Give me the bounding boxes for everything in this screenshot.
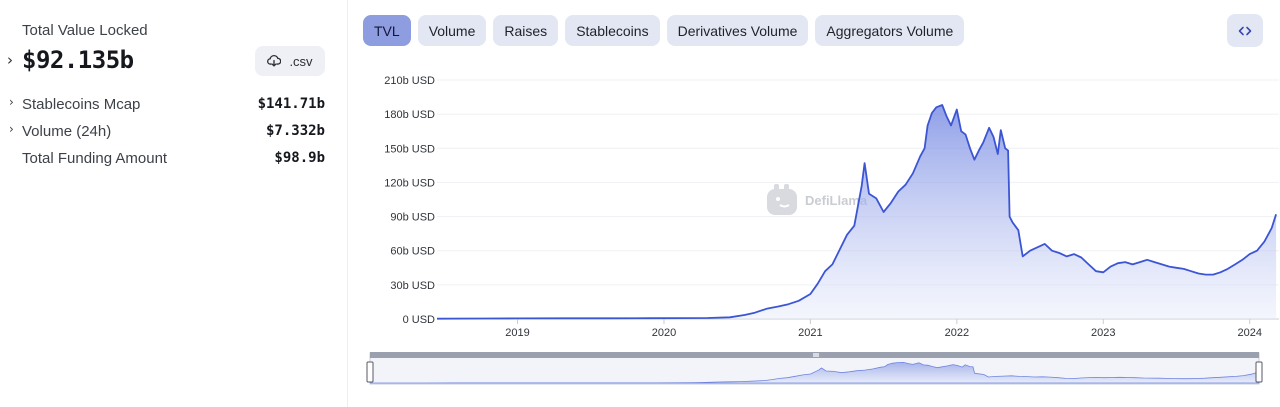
summary-panel: Total Value Locked › $92.135b .csv › Sta… — [0, 0, 348, 407]
tvl-line — [436, 104, 1277, 320]
stat-value: $7.332b — [265, 123, 325, 139]
funding-amount-row: Total Funding Amount $98.9b — [0, 148, 348, 170]
y-tick-label: 60b USD — [390, 246, 435, 258]
embed-code-button[interactable] — [1227, 14, 1263, 47]
stablecoins-mcap-row[interactable]: › Stablecoins Mcap $141.71b — [0, 94, 348, 116]
tab-tvl[interactable]: TVL — [363, 15, 411, 46]
zoom-slider[interactable] — [366, 352, 1263, 385]
watermark-text: DefiLlama — [805, 192, 868, 208]
x-axis-labels: 2019 2020 2021 2022 2023 2024 — [505, 319, 1262, 339]
x-tick-label: 2024 — [1237, 327, 1261, 339]
y-tick-label: 180b USD — [384, 109, 435, 121]
code-icon — [1238, 26, 1252, 35]
stat-label: Volume (24h) — [22, 123, 112, 140]
y-tick-label: 210b USD — [384, 75, 435, 87]
csv-label: .csv — [289, 53, 313, 69]
tvl-area — [437, 105, 1277, 319]
stat-value: $98.9b — [274, 150, 325, 166]
tab-stablecoins[interactable]: Stablecoins — [565, 15, 660, 46]
y-tick-label: 150b USD — [384, 143, 435, 155]
y-axis-labels: 0 USD 30b USD 60b USD 90b USD 120b USD 150b U… — [384, 75, 435, 326]
tvl-value: $92.135b — [22, 46, 134, 74]
tvl-label: Total Value Locked — [22, 22, 148, 39]
stat-value: $141.71b — [257, 96, 325, 112]
y-tick-label: 120b USD — [384, 177, 435, 189]
stat-label: Total Funding Amount — [22, 150, 168, 167]
tvl-chart[interactable]: 0 USD 30b USD 60b USD 90b USD 120b USD 150b U… — [349, 60, 1280, 407]
x-tick-label: 2023 — [1091, 327, 1115, 339]
volume-24h-row[interactable]: › Volume (24h) $7.332b — [0, 121, 348, 143]
y-tick-label: 30b USD — [390, 280, 435, 292]
stat-label: Stablecoins Mcap — [22, 96, 141, 113]
defillama-watermark: DefiLlama — [766, 183, 867, 217]
x-tick-label: 2021 — [798, 327, 822, 339]
tab-volume[interactable]: Volume — [417, 15, 487, 46]
tab-derivatives-volume[interactable]: Derivatives Volume — [666, 15, 809, 46]
slider-left-handle[interactable] — [366, 361, 374, 383]
slider-grip-icon — [813, 353, 819, 357]
llama-logo-icon — [767, 184, 797, 215]
tab-raises[interactable]: Raises — [493, 15, 559, 46]
chevron-right-icon[interactable]: › — [7, 51, 13, 69]
x-tick-label: 2019 — [505, 327, 529, 339]
tab-aggregators-volume[interactable]: Aggregators Volume — [815, 15, 965, 46]
x-tick-label: 2022 — [945, 327, 969, 339]
y-tick-label: 0 USD — [403, 314, 435, 326]
slider-preview-area — [370, 361, 1260, 384]
y-tick-label: 90b USD — [390, 212, 435, 224]
x-tick-label: 2020 — [652, 327, 676, 339]
chevron-right-icon: › — [9, 95, 14, 109]
chevron-right-icon: › — [9, 122, 14, 136]
cloud-download-icon — [267, 55, 282, 67]
chart-tabs: TVL Volume Raises Stablecoins Derivative… — [363, 15, 965, 46]
download-csv-button[interactable]: .csv — [255, 46, 325, 76]
slider-right-handle[interactable] — [1255, 361, 1263, 383]
